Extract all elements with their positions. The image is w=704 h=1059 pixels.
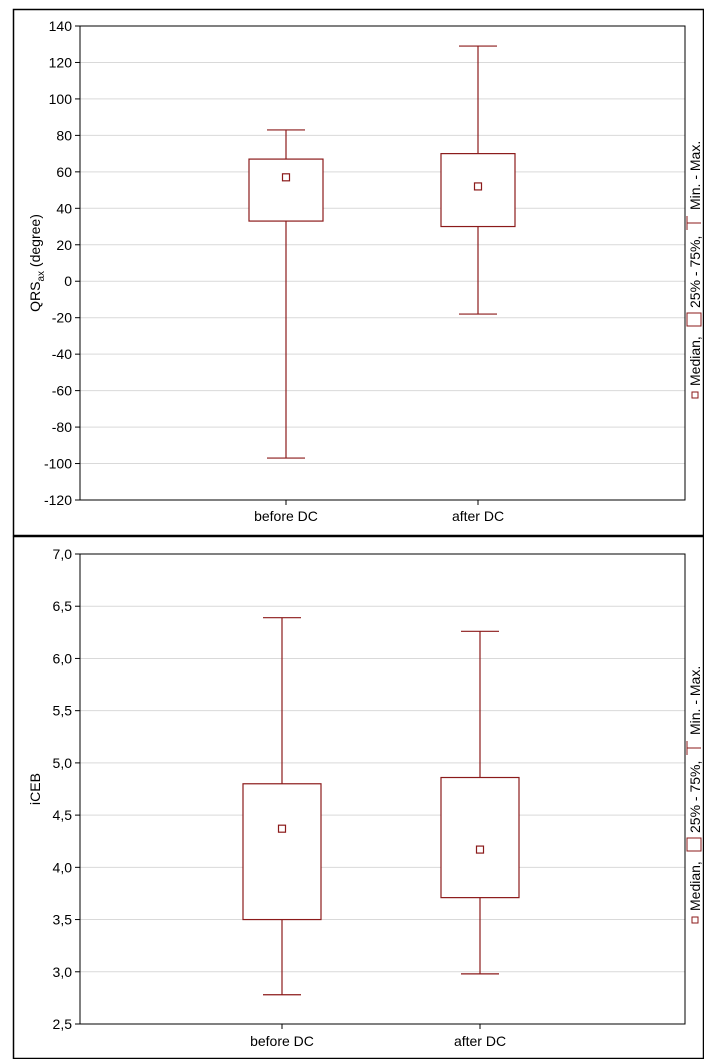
y-tick-label: 6,5 [53,598,73,614]
y-tick-label: -20 [52,310,72,326]
y-axis-label-subscript: ax [36,271,47,282]
y-tick-label: -60 [52,383,72,399]
y-tick-label: 5,0 [53,755,73,771]
y-axis-label-text: iCEB [27,773,43,805]
y-tick-label: 100 [49,91,73,107]
y-tick-label: 3,5 [53,912,73,928]
y-tick-label: 4,0 [53,859,73,875]
legend-whisker-label: Min. - Max. [687,666,703,735]
legend-box-label: 25% - 75%, [687,761,703,833]
y-tick-label: 6,0 [53,650,73,666]
iqr-box [242,783,322,921]
median-marker [277,824,287,833]
legend-box-label: 25% - 75%, [687,236,703,308]
legend-box-icon [686,312,702,327]
legend: Median, 25% - 75%, Min. - Max. [686,666,703,924]
legend-median-icon [691,916,699,924]
y-tick-label: 20 [56,237,72,253]
y-tick-label: 40 [56,200,72,216]
plot-area [79,25,686,501]
y-tick-label: -120 [44,492,72,508]
panel-frame [12,535,704,1059]
box-after-dc [440,45,516,315]
y-axis-label: QRSax (degree) [27,214,47,312]
box-after-dc [440,630,520,975]
panel-frame [12,8,704,537]
plot-area [79,553,686,1025]
legend-whisker-label: Min. - Max. [687,141,703,210]
y-tick-label: -80 [52,419,72,435]
median-marker [473,182,483,191]
box-before-dc [248,129,324,459]
y-tick-label: 3,0 [53,964,73,980]
box-before-dc [242,617,322,996]
legend: Median, 25% - 75%, Min. - Max. [686,141,703,399]
x-tick-label: after DC [454,1033,506,1049]
y-tick-label: 80 [56,127,72,143]
legend-median-label: Median, [687,861,703,911]
y-tick-label: 120 [49,54,73,70]
iqr-box [440,776,520,899]
x-tick-label: before DC [254,508,318,524]
legend-median-label: Median, [687,336,703,386]
iqr-box [248,158,324,222]
legend-median-icon [691,391,699,399]
x-tick-label: after DC [452,508,504,524]
y-tick-label: -40 [52,346,72,362]
chart-panel-1: 140 120 100 80 60 40 20 0 -20 -40 -60 -80 -100 -120 be… [12,8,704,537]
y-tick-label: 4,5 [53,807,73,823]
y-tick-label: 7,0 [53,546,73,562]
median-marker [281,173,291,182]
y-axis-label-text: QRS [27,282,43,312]
x-tick-label: before DC [250,1033,314,1049]
y-tick-label: 140 [49,18,73,34]
y-tick-label: 2,5 [53,1016,73,1032]
chart-panel-2: 7,0 6,5 6,0 5,5 5,0 4,5 4,0 3,5 3,0 2,5 before DC a… [12,535,704,1059]
y-tick-label: -100 [44,456,72,472]
y-axis-label-suffix: (degree) [27,214,43,271]
y-tick-label: 5,5 [53,703,73,719]
y-axis-label: iCEB [27,773,43,805]
median-marker [475,845,485,854]
y-tick-label: 0 [64,273,72,289]
y-tick-label: 60 [56,164,72,180]
legend-box-icon [686,837,702,852]
